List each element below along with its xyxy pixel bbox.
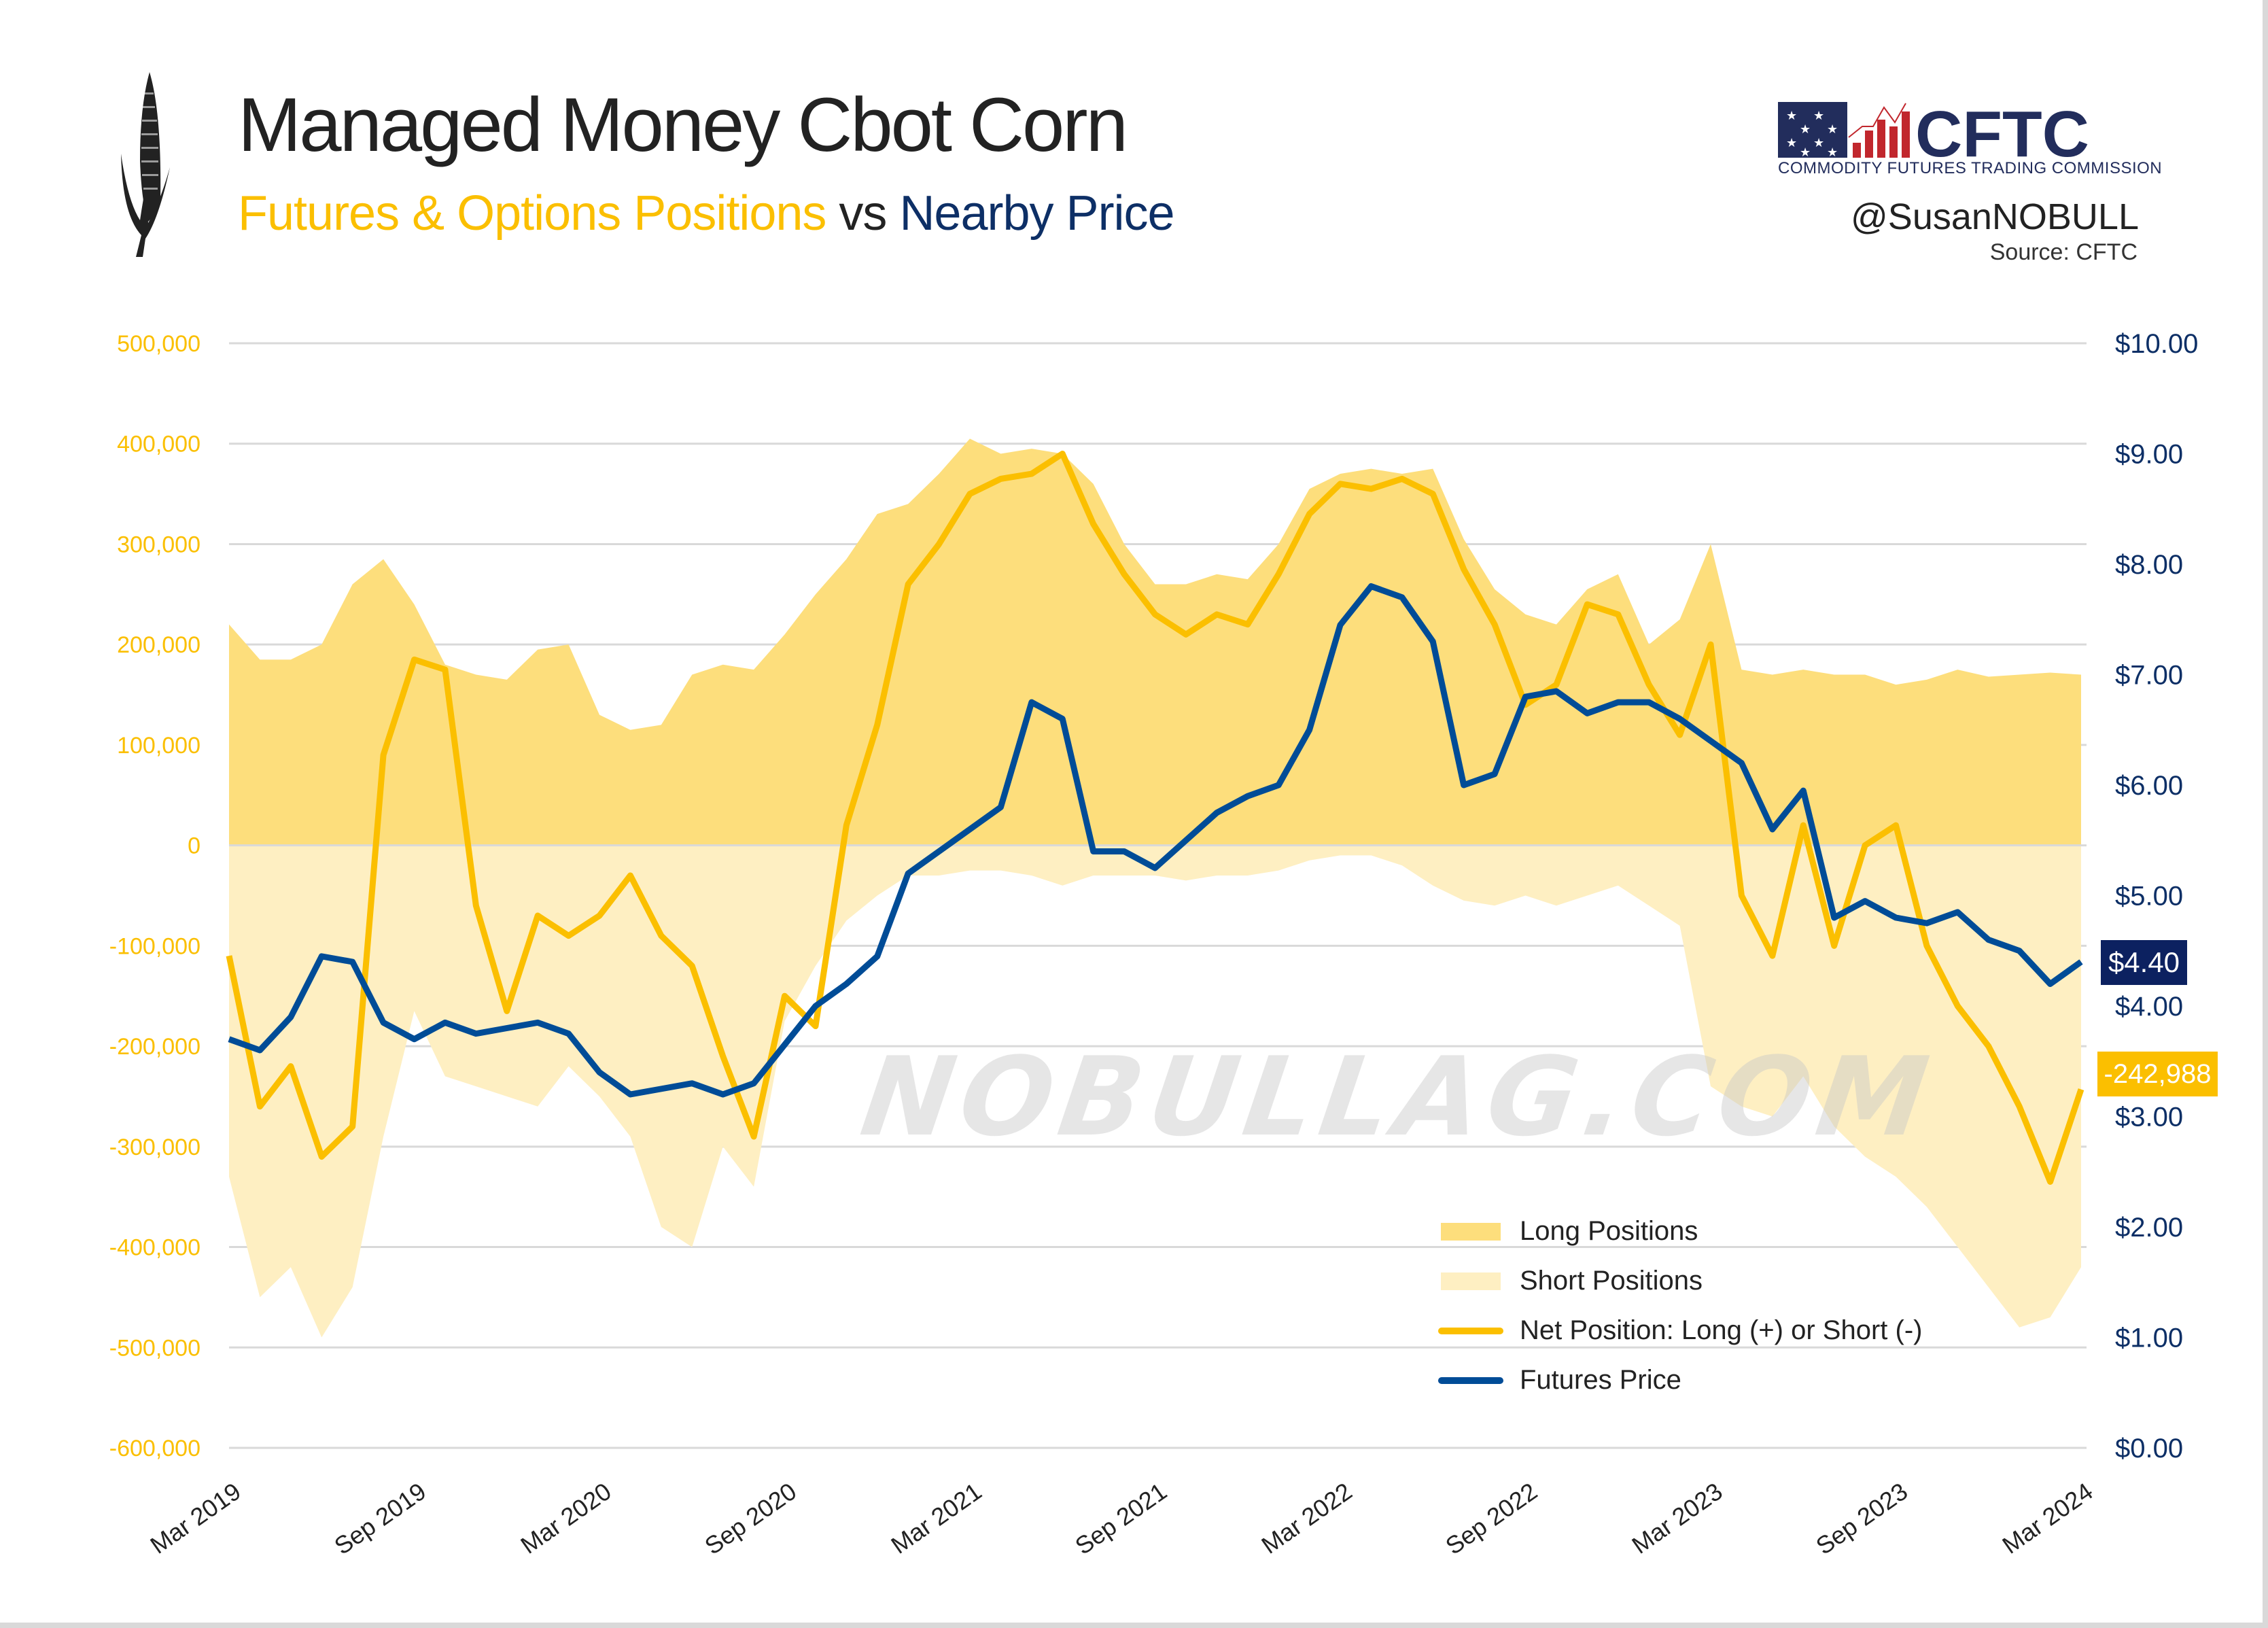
chart-subtitle: Futures & Options Positions vs Nearby Pr… xyxy=(238,186,1175,241)
svg-text:★: ★ xyxy=(1827,122,1838,136)
x-axis-tick-label: Mar 2019 xyxy=(145,1477,245,1559)
right-axis-tick-label: $2.00 xyxy=(2115,1213,2183,1243)
legend-item-long[interactable]: Long Positions xyxy=(1441,1207,1922,1256)
x-axis-tick-label: Mar 2023 xyxy=(1626,1477,1727,1559)
source-note: Source: CFTC xyxy=(1989,239,2138,265)
x-axis-tick-label: Mar 2022 xyxy=(1256,1477,1357,1559)
x-axis-tick-label: Sep 2023 xyxy=(1811,1477,1913,1560)
legend-item-price[interactable]: Futures Price xyxy=(1438,1355,1922,1405)
logo-bars-icon xyxy=(1853,111,1910,158)
legend-swatch-price xyxy=(1438,1376,1503,1384)
right-axis-tick-label: $4.00 xyxy=(2115,992,2183,1022)
right-axis-tick-label: $3.00 xyxy=(2115,1103,2183,1132)
corn-icon xyxy=(121,72,170,257)
cftc-logo: ★ ★ ★ ★ ★ ★ ★ ★ CFTC xyxy=(1778,102,2089,171)
right-axis-tick-label: $8.00 xyxy=(2115,550,2183,580)
subtitle-price: Nearby Price xyxy=(899,186,1174,241)
svg-text:★: ★ xyxy=(1813,109,1824,122)
logo-wordmark: CFTC xyxy=(1915,102,2089,171)
left-axis-tick-label: 500,000 xyxy=(117,331,200,357)
legend-label: Net Position: Long (+) or Short (-) xyxy=(1520,1315,1923,1345)
left-axis-tick-label: 200,000 xyxy=(117,632,200,658)
area-series xyxy=(229,438,2081,1338)
last-net-badge: -242,988 xyxy=(2097,1052,2218,1096)
legend-item-short[interactable]: Short Positions xyxy=(1441,1256,1922,1306)
left-axis-tick-label: -400,000 xyxy=(109,1235,200,1261)
svg-text:★: ★ xyxy=(1813,136,1824,150)
left-axis-tick-label: -300,000 xyxy=(109,1135,200,1160)
logo-stars-icon: ★ ★ ★ ★ ★ ★ ★ ★ xyxy=(1786,109,1838,159)
subtitle-positions: Futures & Options Positions xyxy=(238,186,826,241)
logo-flag-icon xyxy=(1778,102,1847,158)
svg-text:★: ★ xyxy=(1786,136,1797,150)
legend-swatch-long xyxy=(1441,1222,1501,1241)
left-axis-tick-label: 100,000 xyxy=(117,733,200,759)
x-axis-tick-label: Mar 2024 xyxy=(1997,1477,2097,1559)
left-axis-tick-label: -200,000 xyxy=(109,1034,200,1060)
chart-title: Managed Money Cbot Corn xyxy=(238,82,1128,167)
legend: Long Positions Short Positions Net Posit… xyxy=(1438,1207,1923,1405)
logo-trend-icon xyxy=(1848,103,1906,138)
author-handle: @SusanNOBULL xyxy=(1850,196,2139,237)
x-axis-tick-label: Mar 2020 xyxy=(515,1477,616,1559)
left-axis-tick-label: -100,000 xyxy=(109,933,200,959)
long-positions-area xyxy=(229,438,2081,846)
x-axis-tick-label: Mar 2021 xyxy=(886,1477,986,1559)
svg-text:★: ★ xyxy=(1827,145,1838,159)
last-price-badge: $4.40 xyxy=(2101,940,2187,985)
x-axis-tick-label: Sep 2022 xyxy=(1440,1477,1542,1560)
right-axis-tick-label: $1.00 xyxy=(2115,1323,2183,1353)
svg-text:★: ★ xyxy=(1800,122,1811,136)
subtitle-vs: vs xyxy=(839,186,887,241)
logo-tagline: COMMODITY FUTURES TRADING COMMISSION xyxy=(1778,159,2163,177)
left-axis-tick-label: 300,000 xyxy=(117,532,200,557)
right-axis-tick-label: $7.00 xyxy=(2115,661,2183,691)
left-axis-tick-label: 400,000 xyxy=(117,432,200,457)
x-axis-tick-label: Sep 2020 xyxy=(699,1477,801,1560)
left-axis-tick-label: -600,000 xyxy=(109,1436,200,1461)
line-series xyxy=(226,451,2084,1185)
net-position-line xyxy=(226,451,2084,1185)
right-axis-tick-label: $5.00 xyxy=(2115,882,2183,912)
x-axis-tick-label: Sep 2019 xyxy=(329,1477,431,1560)
right-axis-tick-label: $9.00 xyxy=(2115,440,2183,470)
watermark: NOBULLAG.COM xyxy=(854,1033,1942,1160)
futures-price-line xyxy=(228,583,2083,1098)
left-axis-tick-label: -500,000 xyxy=(109,1335,200,1361)
right-axis-tick-label: $6.00 xyxy=(2115,771,2183,801)
left-axis-tick-label: 0 xyxy=(188,833,200,859)
legend-label: Futures Price xyxy=(1520,1365,1681,1395)
x-axis-tick-label: Sep 2021 xyxy=(1070,1477,1172,1560)
right-axis-tick-label: $10.00 xyxy=(2115,329,2198,359)
legend-label: Short Positions xyxy=(1520,1266,1703,1296)
legend-item-net[interactable]: Net Position: Long (+) or Short (-) xyxy=(1438,1306,1923,1355)
right-axis-ticks: $10.00 $9.00 $8.00 $7.00 $6.00 $5.00 $4.00 $3.0… xyxy=(2115,329,2198,1464)
legend-label: Long Positions xyxy=(1520,1216,1698,1246)
svg-text:★: ★ xyxy=(1786,109,1797,122)
x-axis-ticks: Mar 2019 Sep 2019 Mar 2020 Sep 2020 Mar 2021… xyxy=(145,1477,2097,1560)
svg-text:★: ★ xyxy=(1800,145,1811,159)
legend-swatch-net xyxy=(1438,1327,1503,1334)
right-axis-tick-label: $0.00 xyxy=(2115,1434,2183,1464)
left-axis-ticks: 500,000 400,000 300,000 200,000 100,000 0 -100… xyxy=(109,331,200,1461)
legend-swatch-short xyxy=(1441,1272,1501,1290)
